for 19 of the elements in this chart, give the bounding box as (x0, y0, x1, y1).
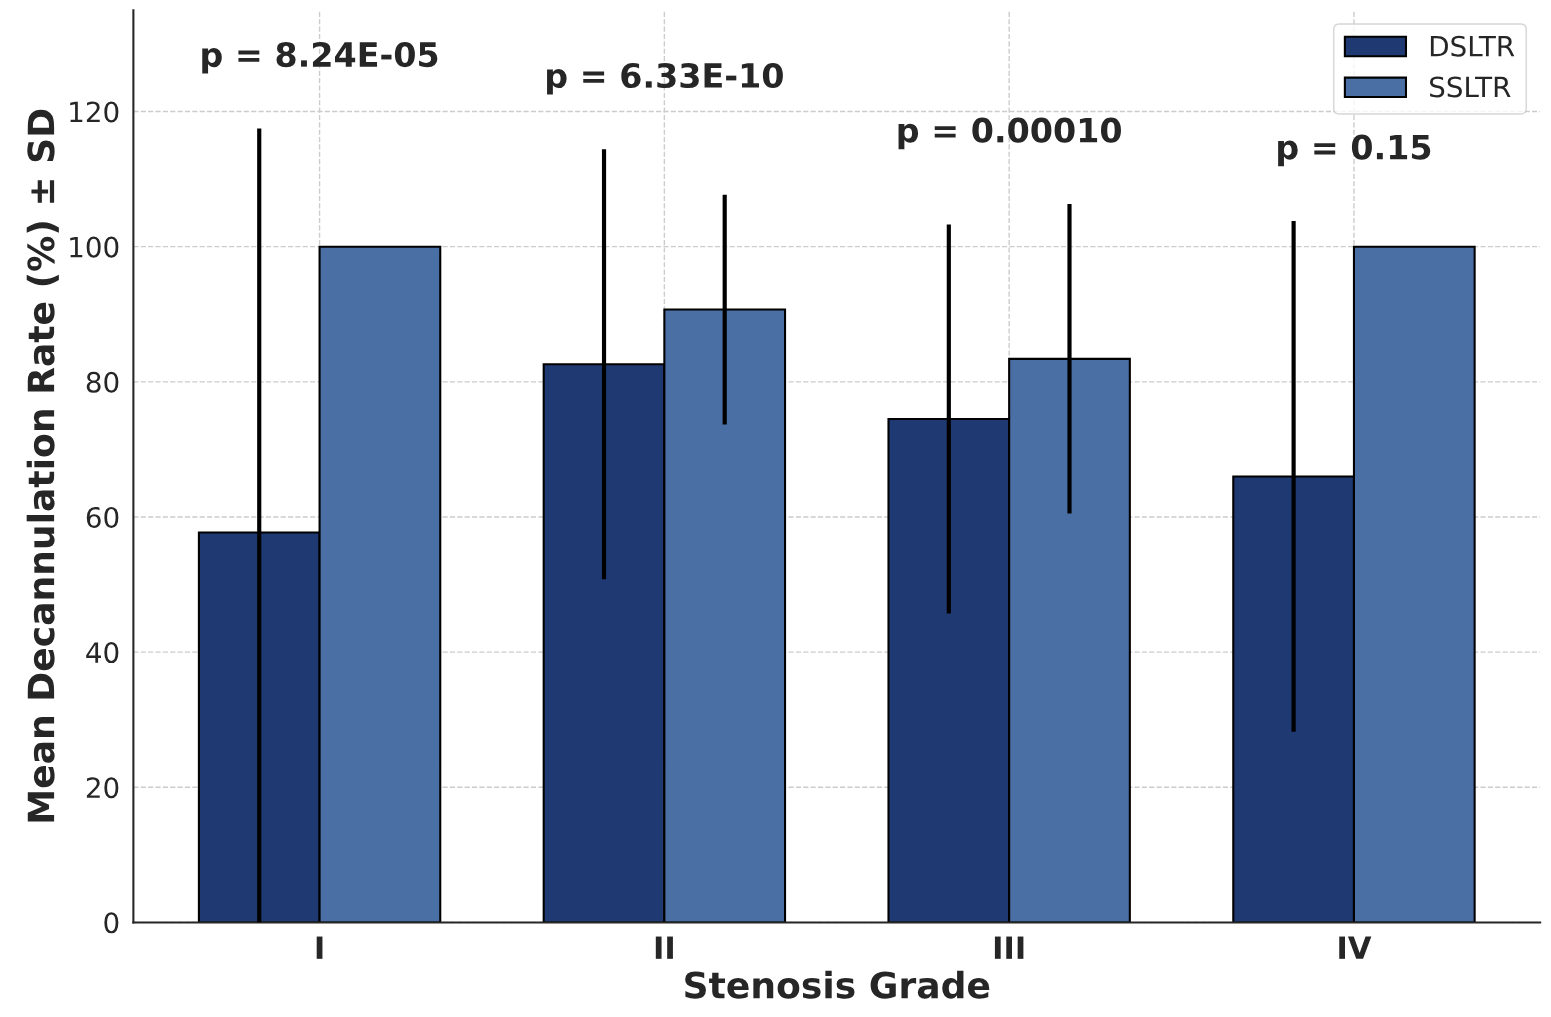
y-tick-label: 60 (86, 506, 119, 528)
y-tick-label: 20 (86, 777, 119, 799)
annotation: p = 0.15 (1278, 134, 1431, 167)
x-tick-label: I (316, 936, 323, 959)
legend-label: DSLTR (1430, 35, 1515, 57)
annotation: p = 0.00010 (898, 117, 1121, 150)
x-tick-label: IV (1339, 936, 1372, 959)
x-tick-label: III (994, 936, 1024, 959)
y-tick-label: 40 (86, 642, 119, 664)
y-tick-label: 120 (70, 101, 119, 123)
annotation: p = 8.24E-05 (202, 41, 438, 74)
y-axis-title: Mean Decannulation Rate (%) ± SD (26, 109, 59, 822)
legend-label: SSLTR (1430, 76, 1511, 98)
y-tick-label: 0 (104, 912, 119, 934)
y-tick-label: 100 (70, 236, 119, 258)
annotation: p = 6.33E-10 (547, 62, 783, 95)
x-tick-label: II (655, 936, 673, 959)
y-tick-label: 80 (86, 371, 119, 393)
x-axis-title: Stenosis Grade (685, 970, 990, 999)
